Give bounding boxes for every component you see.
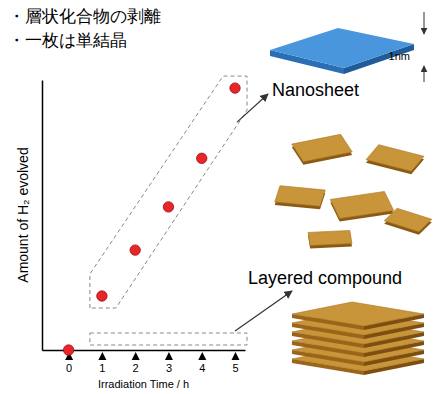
thickness-arrow — [424, 66, 425, 82]
figure: ・層状化合物の剥離・一枚は単結晶 1nm 0 1 2 3 4 5 Irradiation Tim… — [0, 0, 438, 394]
x-tick: 5 — [232, 352, 240, 374]
x-tick-mark — [132, 352, 140, 360]
layer-face — [292, 302, 424, 326]
annotation-label: Layered compound — [248, 268, 402, 288]
x-tick: 2 — [132, 352, 140, 374]
flake-face — [275, 186, 326, 207]
layered-outline — [90, 333, 247, 345]
sheet-face — [270, 28, 414, 68]
x-tick: 1 — [98, 352, 106, 374]
x-tick-label: 4 — [199, 362, 205, 374]
x-tick: 3 — [165, 352, 173, 374]
annotation-arrow — [235, 291, 292, 331]
x-tick-label: 3 — [166, 362, 172, 374]
flake-face — [366, 145, 424, 172]
flake-face — [308, 230, 352, 245]
thickness-label: 1nm — [389, 50, 410, 62]
x-axis-title: Irradiation Time / h — [98, 378, 189, 390]
group-outlines — [90, 76, 247, 345]
flake-face — [292, 134, 352, 161]
data-point — [130, 245, 140, 255]
x-tick-mark — [198, 352, 206, 360]
data-point — [163, 202, 173, 212]
x-tick-mark — [232, 352, 240, 360]
data-point — [63, 345, 73, 355]
annotation-arrow — [237, 94, 268, 122]
plot-area — [63, 83, 240, 355]
x-tick: 4 — [198, 352, 206, 374]
illustrations — [270, 28, 432, 375]
data-point — [230, 83, 240, 93]
x-axis: 0 1 2 3 4 5 — [43, 351, 246, 374]
annotation-label: Nanosheet — [272, 80, 359, 100]
y-axis — [42, 81, 43, 351]
y-axis-title: Amount of H₂ evolved — [15, 147, 31, 282]
flake-face — [330, 191, 393, 218]
data-point — [97, 291, 107, 301]
data-point — [197, 153, 207, 163]
bullet-text: ・層状化合物の剥離 — [8, 6, 161, 26]
x-tick-mark — [98, 352, 106, 360]
thickness-arrow — [424, 12, 425, 34]
x-tick-mark — [165, 352, 173, 360]
x-tick-label: 0 — [66, 362, 72, 374]
x-tick-label: 2 — [133, 362, 139, 374]
flake-face — [384, 208, 432, 231]
y-axis-line — [42, 81, 44, 351]
x-tick-label: 1 — [99, 362, 105, 374]
nanosheet-outline — [90, 76, 247, 308]
x-tick-label: 5 — [232, 362, 238, 374]
bullet-text: ・一枚は単結晶 — [8, 30, 127, 50]
